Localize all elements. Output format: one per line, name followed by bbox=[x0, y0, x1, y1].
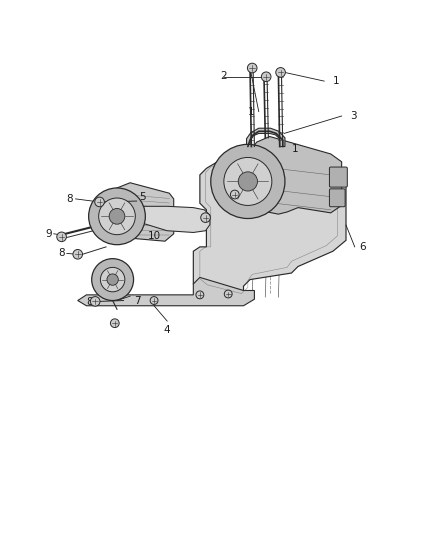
Text: 4: 4 bbox=[163, 325, 170, 335]
Text: 7: 7 bbox=[134, 296, 141, 306]
Circle shape bbox=[109, 208, 124, 224]
FancyBboxPatch shape bbox=[328, 167, 346, 187]
Circle shape bbox=[73, 249, 82, 259]
Circle shape bbox=[90, 296, 100, 306]
Polygon shape bbox=[104, 183, 173, 244]
Circle shape bbox=[95, 197, 104, 207]
Circle shape bbox=[223, 157, 271, 205]
Text: 1: 1 bbox=[247, 107, 254, 117]
Text: 1: 1 bbox=[332, 76, 339, 86]
Text: 8: 8 bbox=[86, 297, 93, 307]
Text: 3: 3 bbox=[350, 111, 356, 121]
Circle shape bbox=[195, 291, 203, 299]
Circle shape bbox=[99, 198, 135, 235]
Text: 8: 8 bbox=[67, 194, 73, 204]
Polygon shape bbox=[121, 206, 209, 232]
Circle shape bbox=[224, 290, 232, 298]
Text: 8: 8 bbox=[58, 248, 64, 259]
Circle shape bbox=[88, 188, 145, 245]
Polygon shape bbox=[247, 136, 341, 214]
Circle shape bbox=[210, 144, 284, 219]
Circle shape bbox=[247, 63, 256, 73]
Text: 5: 5 bbox=[138, 192, 145, 201]
FancyBboxPatch shape bbox=[328, 189, 344, 207]
Polygon shape bbox=[193, 147, 345, 301]
Circle shape bbox=[150, 296, 158, 304]
Circle shape bbox=[100, 268, 124, 292]
Text: 9: 9 bbox=[45, 229, 51, 239]
Circle shape bbox=[230, 190, 239, 199]
Circle shape bbox=[238, 172, 257, 191]
Text: 10: 10 bbox=[147, 231, 160, 241]
Polygon shape bbox=[246, 128, 284, 147]
Text: 6: 6 bbox=[358, 242, 365, 252]
Circle shape bbox=[200, 213, 210, 222]
Polygon shape bbox=[78, 277, 254, 306]
Circle shape bbox=[107, 274, 118, 285]
Text: 2: 2 bbox=[220, 71, 226, 81]
Circle shape bbox=[57, 232, 66, 241]
Circle shape bbox=[275, 68, 285, 77]
Circle shape bbox=[110, 319, 119, 328]
Text: 1: 1 bbox=[291, 144, 297, 154]
Circle shape bbox=[92, 259, 133, 301]
Circle shape bbox=[261, 72, 270, 82]
